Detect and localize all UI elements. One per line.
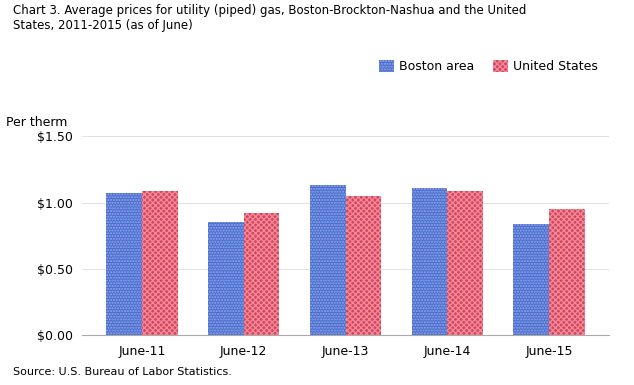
Bar (208, 223, 243, 335)
Bar (549, 209, 585, 335)
Text: Source: U.S. Bureau of Labor Statistics.: Source: U.S. Bureau of Labor Statistics. (13, 367, 231, 377)
Bar (448, 191, 483, 335)
Text: Per therm: Per therm (6, 116, 68, 129)
Bar (107, 193, 142, 335)
Bar (514, 224, 549, 335)
Bar (346, 196, 381, 335)
Legend: Boston area, United States: Boston area, United States (373, 55, 602, 78)
Bar (411, 188, 448, 335)
Bar (142, 191, 178, 335)
Bar (243, 213, 280, 335)
Bar (310, 186, 346, 335)
Text: Chart 3. Average prices for utility (piped) gas, Boston-Brockton-Nashua and the : Chart 3. Average prices for utility (pip… (13, 4, 526, 32)
